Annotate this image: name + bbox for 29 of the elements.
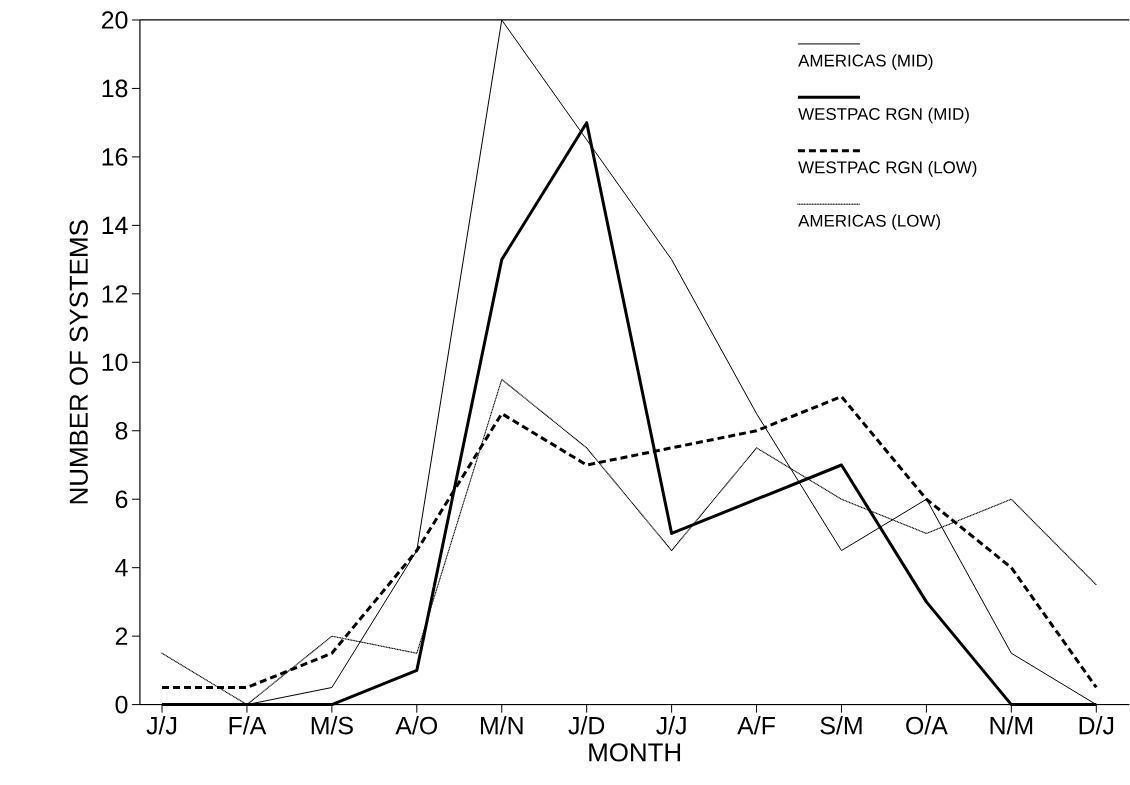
legend-label: WESTPAC RGN (MID) xyxy=(798,107,969,124)
x-tick-label: J/D xyxy=(568,716,605,735)
y-tick-label: 4 xyxy=(115,559,128,577)
y-tick-label: 6 xyxy=(115,490,128,509)
y-tick-label: 18 xyxy=(102,79,128,98)
x-tick-label: M/S xyxy=(311,716,353,735)
legend-label: WESTPAC RGN (LOW) xyxy=(798,161,977,177)
y-tick-label: 10 xyxy=(102,353,128,372)
x-tick-label: M/N xyxy=(480,716,523,735)
x-tick-label: S/M xyxy=(820,716,862,735)
y-tick-label: 12 xyxy=(102,285,128,303)
y-tick-label: 0 xyxy=(115,696,128,714)
y-tick-label: 2 xyxy=(115,627,128,646)
x-tick-label: F/A xyxy=(229,716,267,735)
y-tick-label: 16 xyxy=(102,148,128,166)
y-axis-title: NUMBER OF SYSTEMS xyxy=(69,220,88,504)
x-tick-label: J/J xyxy=(656,716,686,735)
x-tick-label: N/M xyxy=(990,716,1033,735)
y-tick-label: 8 xyxy=(115,422,128,440)
x-tick-label: J/J xyxy=(146,716,177,735)
legend-label: AMERICAS (LOW) xyxy=(798,214,941,231)
y-tick-label: 20 xyxy=(101,11,128,30)
x-tick-label: D/J xyxy=(1079,716,1114,735)
legend-label: AMERICAS (MID) xyxy=(798,54,933,71)
x-tick-label: A/F xyxy=(737,716,775,735)
x-axis-title: MONTH xyxy=(589,743,681,762)
y-tick-label: 14 xyxy=(102,217,128,235)
x-tick-label: O/A xyxy=(906,716,948,735)
x-tick-label: A/O xyxy=(395,716,438,735)
